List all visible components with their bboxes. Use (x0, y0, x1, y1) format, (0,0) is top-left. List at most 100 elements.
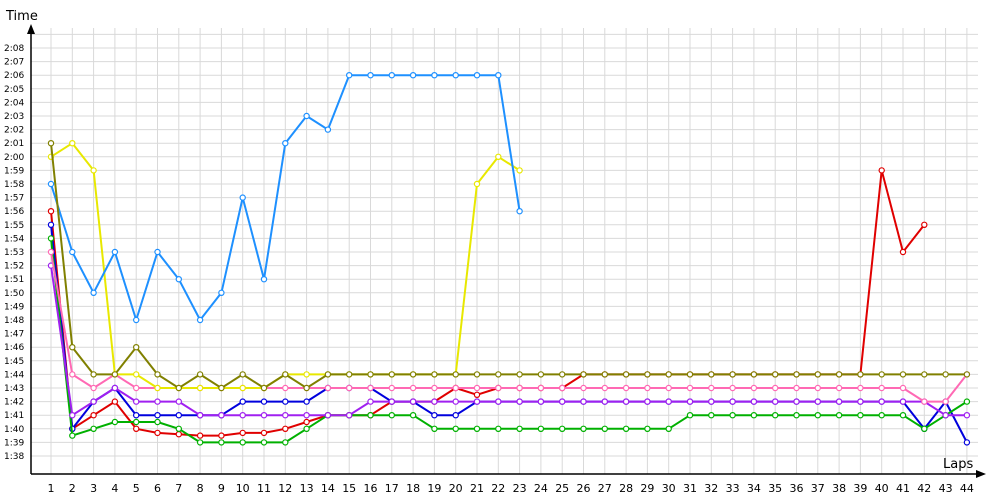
x-tick-label: 14 (321, 482, 335, 495)
data-point (175, 398, 182, 405)
data-point (963, 398, 971, 405)
data-point (942, 371, 949, 378)
x-tick-label: 20 (449, 482, 463, 495)
y-tick-label: 2:08 (4, 44, 24, 54)
data-point (282, 439, 289, 446)
data-point (303, 412, 310, 419)
data-point (154, 248, 161, 256)
data-point (175, 384, 182, 392)
data-point (495, 384, 502, 392)
data-point (132, 412, 140, 419)
data-point (942, 398, 949, 405)
y-tick-label: 1:58 (4, 180, 24, 190)
data-point (452, 398, 459, 405)
data-point (175, 425, 182, 432)
data-point (495, 398, 502, 405)
data-point (665, 398, 672, 405)
data-point (239, 384, 246, 392)
data-point (90, 425, 97, 432)
data-point (111, 398, 119, 405)
series-line (50, 238, 968, 444)
data-point (132, 384, 140, 392)
data-point (601, 371, 609, 378)
data-point (708, 398, 715, 405)
data-point (367, 384, 374, 392)
data-point (132, 398, 140, 405)
x-tick-label: 38 (832, 482, 846, 495)
x-tick-labels: 1 2 3 4 5 6 7 8 9 10 11 12 13 14 15 16 17 18 19 20 21 22 23 24 2… (48, 482, 974, 495)
data-point (47, 180, 55, 188)
x-tick-label: 37 (811, 482, 825, 495)
data-point (708, 412, 715, 419)
x-tick-label: 1 (48, 482, 55, 495)
x-tick-label: 32 (704, 482, 718, 495)
grid-lines (31, 28, 978, 474)
data-point (239, 429, 246, 437)
data-point (367, 412, 374, 419)
data-point (90, 398, 97, 405)
data-point (132, 344, 140, 351)
data-point (239, 439, 246, 446)
data-point (196, 316, 204, 324)
data-point (622, 371, 630, 378)
data-point (644, 371, 651, 378)
data-point (196, 439, 204, 446)
data-point (516, 384, 523, 392)
series-3 (47, 262, 971, 419)
x-tick-label: 41 (896, 482, 910, 495)
data-point (495, 153, 502, 160)
data-point (537, 425, 545, 432)
data-point (111, 418, 119, 426)
x-tick-label: 18 (406, 482, 420, 495)
data-point (793, 384, 800, 392)
y-tick-label: 1:43 (4, 384, 24, 394)
data-point (963, 371, 971, 378)
x-tick-label: 13 (300, 482, 314, 495)
y-tick-label: 1:50 (4, 289, 24, 299)
data-point (857, 384, 864, 392)
data-point (388, 371, 395, 378)
data-point (878, 384, 885, 392)
x-tick-label: 11 (257, 482, 271, 495)
data-point (282, 384, 289, 392)
data-point (346, 71, 353, 79)
data-point (303, 418, 310, 426)
y-tick-label: 1:55 (4, 221, 24, 231)
x-tick-label: 34 (747, 482, 761, 495)
data-point (431, 425, 438, 432)
data-point (835, 398, 843, 405)
series-line (50, 251, 968, 403)
y-tick-label: 1:46 (4, 343, 24, 353)
data-point (154, 418, 161, 426)
data-point (814, 371, 822, 378)
data-point (239, 194, 246, 201)
data-point (495, 425, 502, 432)
data-point (729, 384, 736, 392)
y-tick-label: 1:57 (4, 194, 24, 204)
series-line (50, 265, 967, 417)
data-point (473, 371, 481, 378)
data-point (431, 71, 438, 79)
data-point (132, 316, 140, 324)
data-point (516, 207, 523, 215)
data-point (878, 412, 885, 419)
data-point (409, 71, 417, 79)
data-point (431, 371, 438, 378)
y-tick-label: 2:07 (4, 58, 24, 68)
data-point (537, 371, 545, 378)
data-point (303, 425, 310, 432)
data-point (218, 432, 225, 439)
data-point (409, 384, 417, 392)
x-tick-label: 6 (154, 482, 161, 495)
y-tick-label: 2:00 (4, 153, 24, 163)
data-point (899, 384, 907, 392)
data-point (303, 112, 310, 120)
data-point (409, 398, 417, 405)
y-tick-label: 1:54 (4, 234, 24, 244)
y-tick-label: 1:59 (4, 166, 24, 176)
data-point (69, 248, 76, 256)
x-tick-label: 12 (278, 482, 292, 495)
data-point (452, 425, 459, 432)
data-point (793, 371, 800, 378)
data-point (622, 398, 630, 405)
